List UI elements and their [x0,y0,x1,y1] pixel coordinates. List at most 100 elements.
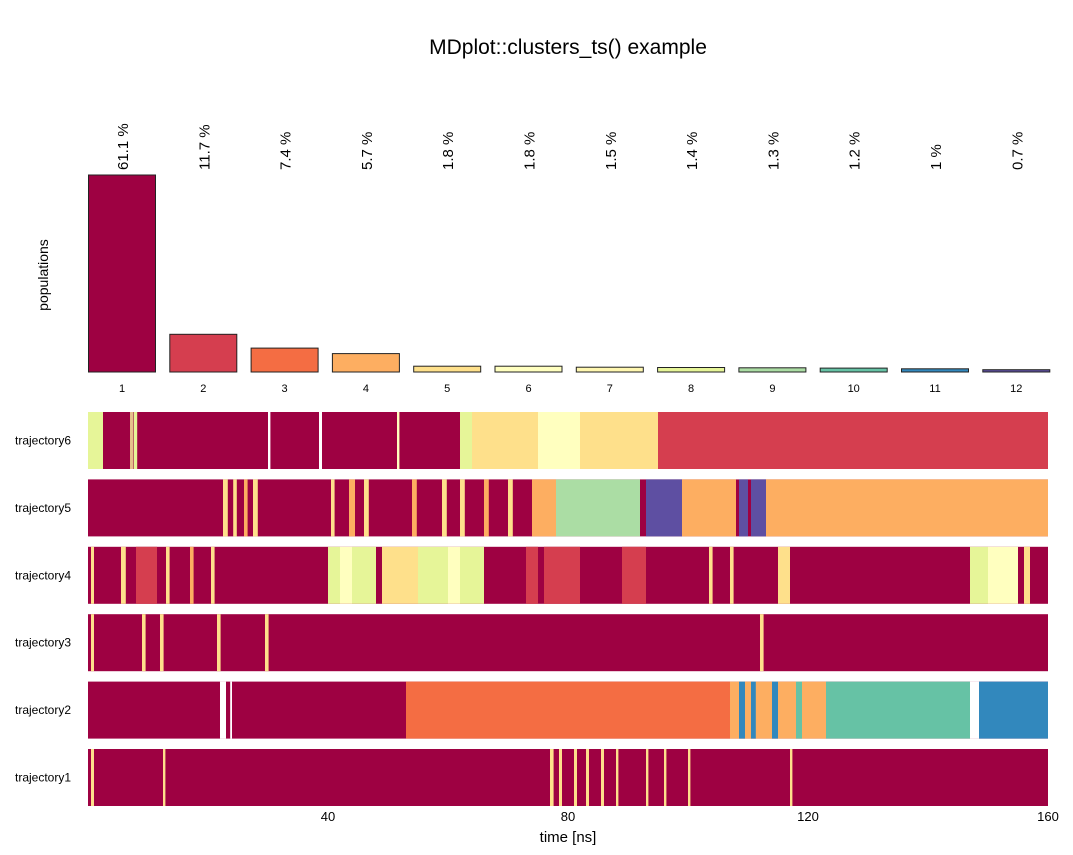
cluster-segment [217,614,221,672]
cluster-segment [796,681,802,739]
chart-title: MDplot::clusters_ts() example [429,36,707,59]
time-tick-label: 40 [321,809,335,824]
cluster-segment [88,412,103,469]
cluster-segment [751,479,766,537]
cluster-segment [826,681,970,739]
cluster-segment [460,412,472,469]
trajectory-label: trajectory2 [15,703,71,717]
cluster-segment [91,614,94,672]
time-tick-label: 120 [797,809,819,824]
bar-category-label: 12 [1010,383,1022,395]
bar-percent-label: 1 % [928,144,945,170]
cluster-segment [559,749,562,806]
bar-category-label: 6 [525,383,531,395]
cluster-segment [751,681,756,739]
cluster-segment [382,546,418,604]
cluster-segment [412,479,417,537]
cluster-segment [328,546,340,604]
cluster-segment [616,749,619,806]
cluster-segment [484,479,489,537]
bar-percent-label: 0.7 % [1009,132,1026,170]
cluster-segment [233,479,237,537]
cluster-segment [253,479,258,537]
cluster-segment [352,546,376,604]
cluster-segment [268,412,271,469]
bar-category-label: 11 [929,383,940,395]
bar-category-label: 4 [363,383,369,395]
cluster-segment [646,479,682,537]
trajectory-strip: trajectory1 [15,749,1048,806]
cluster-segment [460,546,484,604]
trajectory-label: trajectory1 [15,771,71,785]
population-bar-6 [494,365,563,373]
cluster-segment [472,412,538,469]
cluster-segment [163,749,166,806]
cluster-segment [532,479,556,537]
population-bar-1 [88,174,156,373]
population-bar-11 [901,368,969,373]
bar-percent-label: 1.4 % [684,132,701,170]
cluster-segment [397,412,400,469]
cluster-segment [622,546,646,604]
cluster-segment [766,479,1048,537]
bar-category-label: 1 [119,383,125,395]
trajectory-base-band [88,614,1048,672]
cluster-segment [1024,546,1030,604]
cluster-segment [211,546,215,604]
cluster-segment [760,614,764,672]
cluster-segment [142,614,146,672]
cluster-segment [778,546,790,604]
trajectory-base-band [88,749,1048,806]
population-bar-8 [657,367,726,373]
cluster-segment [364,479,369,537]
bar-category-label: 10 [848,383,860,395]
populations-axis-label: populations [35,239,51,311]
cluster-segment [574,749,577,806]
time-tick-label: 80 [561,809,575,824]
population-bar-7 [575,366,644,373]
cluster-segment [646,749,649,806]
population-bar-10 [819,367,888,373]
bar-percent-label: 11.7 % [196,124,213,170]
trajectory-strip: trajectory6 [15,412,1048,469]
cluster-segment [790,749,793,806]
cluster-segment [265,614,269,672]
cluster-segment [586,749,589,806]
population-bar-9 [738,367,807,373]
bar-percent-label: 1.2 % [847,132,864,170]
cluster-segment [136,546,157,604]
trajectory-label: trajectory6 [15,434,71,448]
bar-percent-label: 1.5 % [603,132,620,170]
cluster-segment [319,412,322,469]
cluster-segment [970,681,979,739]
time-tick-label: 160 [1037,809,1059,824]
cluster-segment [508,479,513,537]
trajectory-label: trajectory5 [15,501,71,515]
cluster-segment [970,546,988,604]
cluster-segment [220,681,226,739]
cluster-segment [544,546,580,604]
cluster-segment [244,479,248,537]
cluster-segment [223,479,228,537]
cluster-segment [460,479,465,537]
bar-category-label: 9 [769,383,775,395]
cluster-segment [730,546,734,604]
time-axis-label: time [ns] [540,829,597,846]
cluster-segment [133,412,138,469]
population-bar-2 [169,333,238,373]
cluster-segment [331,479,335,537]
population-bar-12 [982,369,1051,373]
cluster-segment [739,681,745,739]
bar-category-label: 3 [282,383,288,395]
cluster-segment [442,479,447,537]
cluster-segment [988,546,1018,604]
bar-category-label: 5 [444,383,450,395]
cluster-segment [91,749,94,806]
trajectory-strip: trajectory5 [15,479,1048,537]
bar-percent-label: 5.7 % [359,132,376,170]
cluster-segment [91,546,94,604]
cluster-segment [448,546,460,604]
time-axis: 40 80 120 160 [321,809,1059,824]
